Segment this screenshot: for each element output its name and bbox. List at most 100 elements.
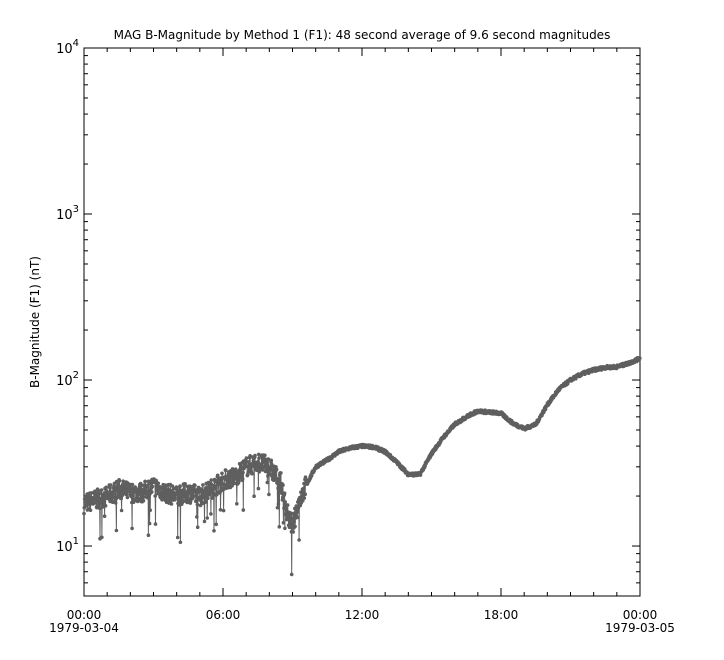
data-point [244,456,249,460]
data-point [543,407,548,412]
data-point [229,476,234,480]
data-point [143,486,148,491]
data-point [194,499,198,504]
data-point [295,510,300,514]
data-point [211,496,215,500]
x-tick-label: 00:00 [67,608,102,622]
data-point [418,473,423,477]
data-point [214,522,218,527]
data-point [175,535,180,540]
data-point [165,495,169,499]
data-point [187,484,192,489]
data-point [145,496,150,500]
data-point [201,483,205,487]
x-tick-label: 06:00 [206,608,241,622]
data-point [150,490,154,494]
data-point [117,479,122,483]
data-point [638,356,642,361]
data-point [124,492,129,497]
data-point [195,515,199,519]
data-point [282,491,287,496]
data-point [139,483,144,488]
data-point [205,516,209,520]
data-point [276,502,281,506]
data-point [195,502,200,507]
data-point [146,533,151,537]
data-point [302,496,307,500]
data-point [176,498,181,502]
data-point [295,515,300,520]
data-point [303,492,308,497]
data-point [285,503,290,507]
data-point [281,483,285,487]
data-point [237,479,241,484]
data-point [200,501,205,506]
chart-title: MAG B-Magnitude by Method 1 (F1): 48 sec… [114,28,611,42]
data-point [220,471,224,476]
data-point [203,499,208,503]
data-point [101,494,105,498]
data-point [260,468,265,472]
y-tick-label: 102 [56,370,79,389]
x-tick-date-label: 1979-03-04 [49,621,119,635]
data-point [150,484,155,489]
data-point [293,524,297,529]
data-point [130,482,135,487]
data-point [252,494,256,499]
data-point [235,502,239,506]
data-point [88,508,93,513]
data-point [112,491,116,496]
data-point [141,495,145,500]
data-point [273,470,278,475]
data-point [141,498,146,503]
data-point [209,512,213,516]
data-point [274,465,278,469]
data-point [136,487,140,492]
x-tick-label: 18:00 [484,608,519,622]
data-point [195,525,200,529]
data-point [289,525,293,529]
data-point [125,495,130,500]
data-point [257,456,261,461]
data-point [291,511,296,516]
data-point [137,492,141,496]
data-point [206,496,210,501]
data-point [263,453,267,458]
data-point [267,492,271,497]
data-point [209,478,214,482]
data-point [146,484,150,489]
data-point [297,538,301,542]
data-point [250,471,254,476]
data-point [101,501,106,505]
data-point [96,494,100,499]
data-point [115,495,119,500]
data-point [215,473,220,478]
data-point [193,483,197,488]
data-point [128,488,132,493]
data-point [114,528,119,533]
data-point [279,471,283,475]
data-point [256,486,261,491]
data-point [100,535,104,540]
data-point [274,467,279,472]
data-point [94,501,98,505]
data-point [135,495,140,500]
data-point [143,479,148,484]
data-point [86,497,90,502]
data-point [256,452,261,457]
data-point [283,526,287,531]
data-point [241,470,245,475]
y-axis-label: B-Magnitude (F1) (nT) [28,256,42,388]
data-point [91,502,95,506]
data-point [116,482,120,486]
data-point [230,484,234,488]
data-point [292,519,296,524]
data-point [183,482,187,486]
data-point [173,496,177,501]
data-point [163,486,168,490]
data-point [265,460,269,464]
data-point [205,492,209,497]
x-tick-date-label: 1979-03-05 [605,621,675,635]
